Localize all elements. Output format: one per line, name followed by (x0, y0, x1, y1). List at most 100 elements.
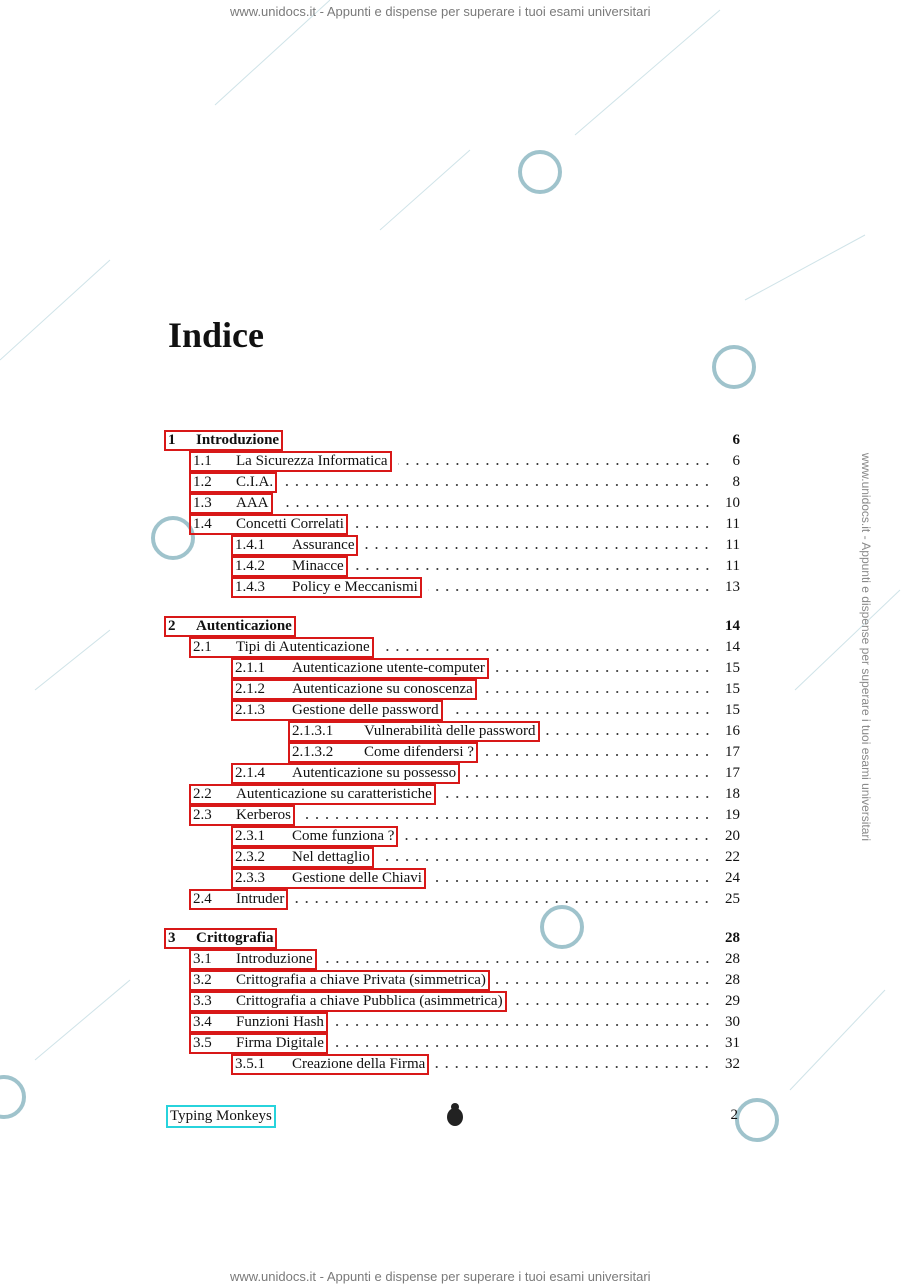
dot-leader (545, 732, 712, 736)
page-number: 8 (732, 473, 741, 490)
toc-link[interactable]: 1.4.2 Minacce (231, 555, 348, 577)
toc-entry: 1.1 La Sicurezza Informatica 6 (189, 450, 741, 472)
toc-link[interactable]: 1.4.1 Assurance (231, 534, 359, 556)
toc-link[interactable]: 2.1.2 Autenticazione su conoscenza (231, 678, 477, 700)
toc-link[interactable]: 2.4 Intruder (189, 888, 289, 910)
section-number: 3.4 (193, 1013, 212, 1030)
dot-leader (431, 879, 712, 883)
toc-link[interactable]: 2 Autenticazione (164, 615, 296, 637)
section-number: 3.5.1 (235, 1055, 265, 1072)
page-number: 17 (725, 764, 740, 781)
section-number: 2 (168, 617, 176, 634)
page-number: 14 (725, 638, 740, 655)
page-number: 11 (725, 536, 740, 553)
section-number: 2.4 (193, 890, 212, 907)
dot-leader (427, 588, 712, 592)
toc-link[interactable]: 1.2 C.I.A. (189, 471, 278, 493)
dot-leader (379, 858, 712, 862)
section-number: 2.1.3.2 (292, 743, 334, 760)
section-number: 2.3.2 (235, 848, 265, 865)
toc-link[interactable]: 1.4.3 Policy e Meccanismi (231, 576, 422, 598)
toc-link[interactable]: 2.3.1 Come funziona ? (231, 825, 399, 847)
section-title: Kerberos (236, 806, 291, 823)
page-number: 6 (732, 452, 741, 469)
toc-link[interactable]: 2.1 Tipi di Autenticazione (189, 636, 374, 658)
toc-link[interactable]: 1.1 La Sicurezza Informatica (189, 450, 392, 472)
watermark-icons (0, 150, 779, 1142)
toc-link[interactable]: 2.3 Kerberos (189, 804, 295, 826)
watermark-top: www.unidocs.it - Appunti e dispense per … (230, 4, 651, 19)
page-number: 10 (725, 494, 740, 511)
page-number: 28 (725, 950, 740, 967)
toc-link[interactable]: 2.1.4 Autenticazione su possesso (231, 762, 461, 784)
toc-link[interactable]: 1.3 AAA (189, 492, 273, 514)
toc-entry: 2.1.3 Gestione delle password 15 (231, 699, 740, 721)
toc-entry: 3.3 Crittografia a chiave Pubblica (asimm… (189, 990, 740, 1012)
section-title: Autenticazione su conoscenza (292, 680, 473, 697)
page-number: 28 (725, 929, 740, 946)
toc-link[interactable]: 3.4 Funzioni Hash (189, 1011, 328, 1033)
toc-entry: 2.4 Intruder 25 (189, 888, 740, 910)
dot-leader (435, 1065, 712, 1069)
page-number: 24 (725, 869, 740, 886)
toc-link[interactable]: 2.1.3 Gestione delle password (231, 699, 443, 721)
page-number: 13 (725, 578, 740, 595)
section-title: Vulnerabilità delle password (364, 722, 536, 739)
toc-link[interactable]: 3 Crittografia (164, 927, 278, 949)
dot-leader (300, 816, 712, 820)
toc-entry: 2.1.3.1 Vulnerabilità delle password 16 (288, 720, 740, 742)
section-title: Gestione delle Chiavi (292, 869, 422, 886)
section-number: 3.2 (193, 971, 212, 988)
toc-entry: 3.2 Crittografia a chiave Privata (simmet… (189, 969, 740, 991)
dot-leader (294, 900, 712, 904)
dot-leader (364, 546, 712, 550)
page-number: 16 (725, 722, 740, 739)
dot-leader (283, 939, 712, 943)
dot-leader (283, 483, 712, 487)
footer-link[interactable]: Typing Monkeys (166, 1105, 276, 1128)
toc-link[interactable]: 3.1 Introduzione (189, 948, 317, 970)
section-title: Autenticazione (196, 617, 292, 634)
toc-entry: 2.3.1 Come funziona ? 20 (231, 825, 740, 847)
section-number: 3.5 (193, 1034, 212, 1051)
toc-link[interactable]: 1 Introduzione (164, 429, 284, 451)
dot-leader (302, 627, 712, 631)
toc-link[interactable]: 2.1.1 Autenticazione utente-computer (231, 657, 489, 679)
section-number: 2.2 (193, 785, 212, 802)
toc-entry: 1 Introduzione 6 (164, 429, 740, 451)
section-number: 1.4.2 (235, 557, 265, 574)
section-number: 3.3 (193, 992, 212, 1009)
toc-entry: 2.3 Kerberos 19 (189, 804, 740, 826)
section-title: C.I.A. (236, 473, 274, 490)
toc-link[interactable]: 2.3.2 Nel dettaglio (231, 846, 374, 868)
section-title: Creazione della Firma (292, 1055, 426, 1072)
section-title: AAA (236, 494, 269, 511)
page-number: 29 (725, 992, 740, 1009)
toc-link[interactable]: 3.2 Crittografia a chiave Privata (simmet… (189, 969, 490, 991)
section-title: Crittografia a chiave Privata (simmetric… (236, 971, 486, 988)
section-title: Autenticazione su possesso (292, 764, 457, 781)
toc-link[interactable]: 1.4 Concetti Correlati (189, 513, 348, 535)
dot-leader (333, 1044, 712, 1048)
section-title: Policy e Meccanismi (292, 578, 418, 595)
section-title: Introduzione (196, 431, 280, 448)
section-number: 3 (168, 929, 176, 946)
toc-link[interactable]: 2.1.3.1 Vulnerabilità delle password (288, 720, 540, 742)
footer-page-number: 2 (730, 1107, 739, 1123)
toc-link[interactable]: 3.3 Crittografia a chiave Pubblica (asimm… (189, 990, 507, 1012)
toc-entry: 2.1.2 Autenticazione su conoscenza 15 (231, 678, 740, 700)
page-number: 31 (725, 1034, 740, 1051)
toc-link[interactable]: 2.1.3.2 Come difendersi ? (288, 741, 478, 763)
dot-leader (322, 960, 712, 964)
toc-link[interactable]: 3.5 Firma Digitale (189, 1032, 328, 1054)
toc-entry: 2.2 Autenticazione su caratteristiche 18 (189, 783, 740, 805)
page-number: 20 (725, 827, 740, 844)
toc-link[interactable]: 2.2 Autenticazione su caratteristiche (189, 783, 436, 805)
dot-leader (512, 1002, 712, 1006)
toc-link[interactable]: 3.5.1 Creazione della Firma (231, 1053, 430, 1075)
section-title: Come difendersi ? (364, 743, 474, 760)
page-number: 30 (725, 1013, 740, 1030)
dot-leader (494, 669, 712, 673)
toc-link[interactable]: 2.3.3 Gestione delle Chiavi (231, 867, 426, 889)
